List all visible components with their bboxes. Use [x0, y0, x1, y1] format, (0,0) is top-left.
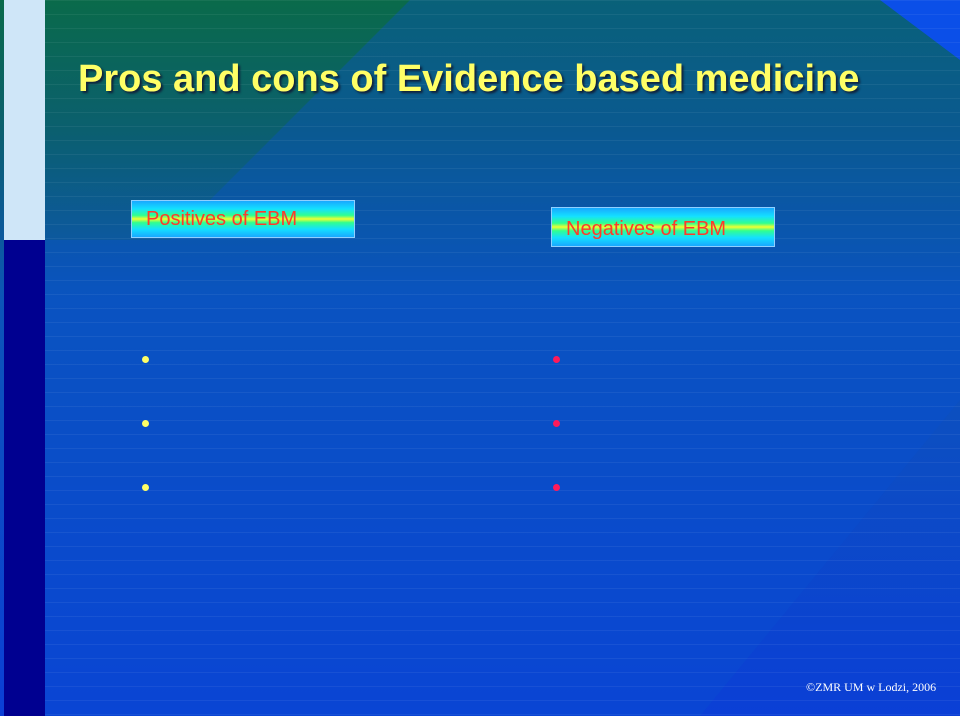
slide-title: Pros and cons of Evidence based medicine — [78, 58, 860, 100]
diamond-shape — [45, 0, 960, 716]
left-strip-light — [4, 0, 45, 240]
negatives-heading-box: Negatives of EBM — [551, 207, 775, 247]
negatives-heading: Negatives of EBM — [566, 218, 727, 240]
negatives-bullet-2 — [553, 420, 560, 427]
positives-heading-box: Positives of EBM — [131, 200, 355, 238]
positives-bullet-2 — [142, 420, 149, 427]
corner-accent — [880, 0, 960, 60]
negatives-bullet-3 — [553, 484, 560, 491]
left-strip-dark — [4, 240, 45, 716]
positives-heading: Positives of EBM — [146, 208, 298, 230]
positives-bullet-1 — [142, 356, 149, 363]
copyright-footer: ©ZMR UM w Lodzi, 2006 — [806, 680, 937, 694]
positives-bullet-3 — [142, 484, 149, 491]
negatives-bullet-1 — [553, 356, 560, 363]
scanline-overlay — [45, 0, 960, 716]
